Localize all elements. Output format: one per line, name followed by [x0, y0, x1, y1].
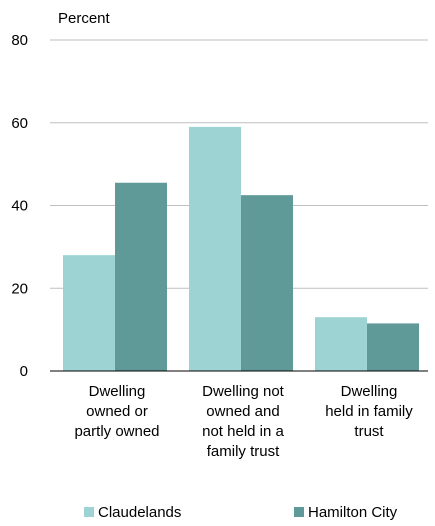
category-label-line: owned or — [86, 403, 148, 420]
legend-label: Hamilton City — [308, 504, 398, 521]
category-label-line: owned and — [206, 403, 279, 420]
bar-claudelands — [63, 255, 115, 371]
category-label-line: not held in a — [202, 423, 284, 440]
legend-label: Claudelands — [98, 504, 181, 521]
category-label-line: held in family — [325, 403, 413, 420]
bars — [63, 126, 419, 371]
legend-swatch — [84, 507, 94, 517]
legend-swatch — [294, 507, 304, 517]
bar-hamilton-city — [367, 323, 419, 371]
category-label-line: trust — [354, 423, 384, 440]
category-label-line: Dwelling not — [202, 383, 285, 400]
y-tick-label: 0 — [20, 363, 28, 380]
y-tick-label: 80 — [11, 32, 28, 49]
category-label-line: family trust — [207, 443, 280, 460]
legend: Claudelands Hamilton City — [84, 504, 398, 521]
category-label: Dwelling not owned and not held in a family… — [202, 383, 285, 460]
category-labels: Dwelling owned or partly owned Dwelling not… — [74, 383, 413, 460]
category-label-line: Dwelling — [341, 383, 398, 400]
y-tick-labels: 0 20 40 60 80 — [11, 32, 28, 380]
category-label: Dwelling owned or partly owned — [74, 383, 159, 440]
category-label: Dwelling held in family trust — [325, 383, 413, 440]
bar-claudelands — [189, 126, 241, 371]
bar-hamilton-city — [115, 182, 167, 371]
y-tick-label: 60 — [11, 115, 28, 132]
bar-hamilton-city — [241, 195, 293, 371]
y-tick-label: 20 — [11, 280, 28, 297]
category-label-line: partly owned — [74, 423, 159, 440]
category-label-line: Dwelling — [89, 383, 146, 400]
y-tick-label: 40 — [11, 198, 28, 215]
y-axis-label: Percent — [58, 10, 111, 27]
bar-claudelands — [315, 317, 367, 371]
